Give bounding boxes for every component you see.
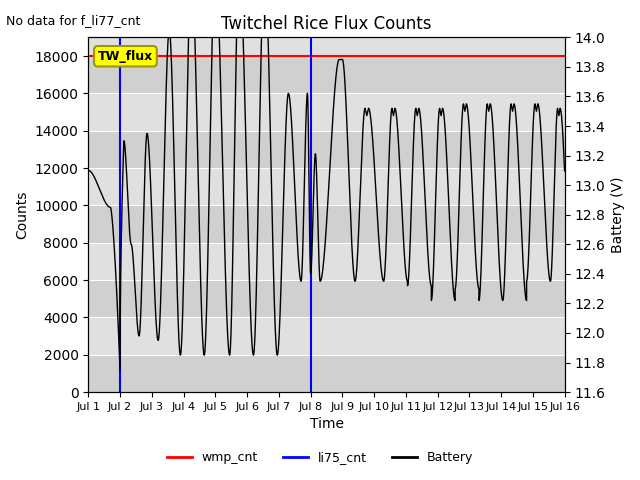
X-axis label: Time: Time bbox=[310, 418, 344, 432]
Bar bbox=[88, 280, 564, 317]
Text: No data for f_li77_cnt: No data for f_li77_cnt bbox=[6, 14, 141, 27]
Bar bbox=[88, 243, 564, 280]
Bar bbox=[88, 355, 564, 392]
Title: Twitchel Rice Flux Counts: Twitchel Rice Flux Counts bbox=[221, 15, 432, 33]
Legend: wmp_cnt, li75_cnt, Battery: wmp_cnt, li75_cnt, Battery bbox=[162, 446, 478, 469]
Bar bbox=[88, 56, 564, 93]
Bar bbox=[88, 205, 564, 243]
Bar bbox=[88, 93, 564, 131]
Text: TW_flux: TW_flux bbox=[98, 50, 153, 63]
Y-axis label: Battery (V): Battery (V) bbox=[611, 177, 625, 253]
Y-axis label: Counts: Counts bbox=[15, 191, 29, 239]
Bar bbox=[88, 317, 564, 355]
Bar bbox=[88, 131, 564, 168]
Bar bbox=[88, 168, 564, 205]
Bar bbox=[88, 19, 564, 56]
